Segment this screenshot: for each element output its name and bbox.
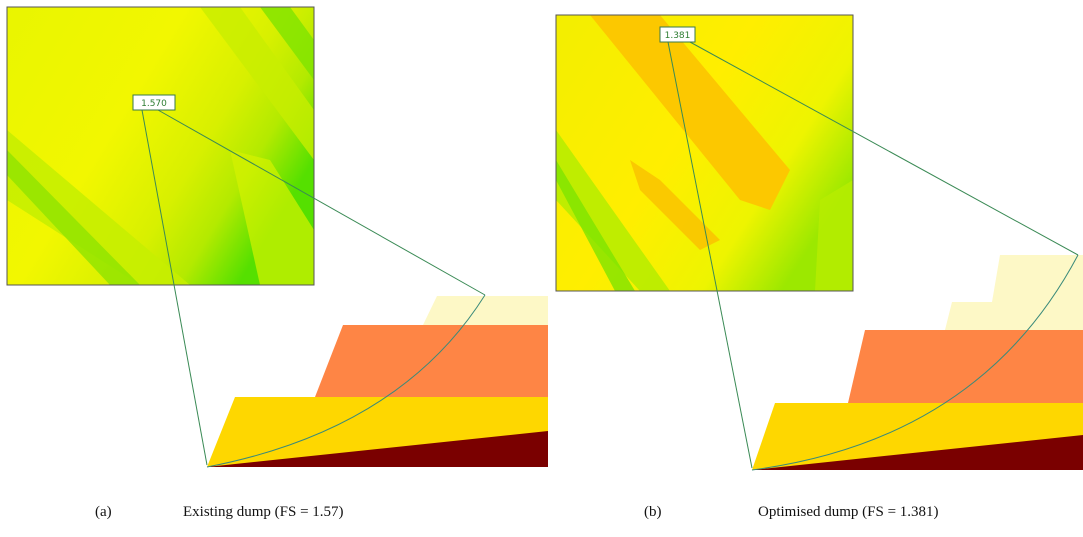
panel-letter: (b) — [644, 504, 662, 520]
caption: Existing dump (FS = 1.57) — [183, 504, 344, 520]
caption: Optimised dump (FS = 1.381) — [758, 504, 939, 520]
fs-label: 1.570 — [141, 99, 167, 109]
figure: 1.570 1.381 (a) Existing dump (FS = 1.57… — [0, 0, 1083, 537]
fs-label: 1.381 — [665, 31, 691, 41]
panel-letter: (a) — [95, 504, 112, 520]
contour-map-a — [7, 7, 314, 285]
figure-svg: 1.570 1.381 (a) Existing dump (FS = 1.57… — [0, 0, 1083, 537]
contour-map-b — [556, 15, 853, 291]
